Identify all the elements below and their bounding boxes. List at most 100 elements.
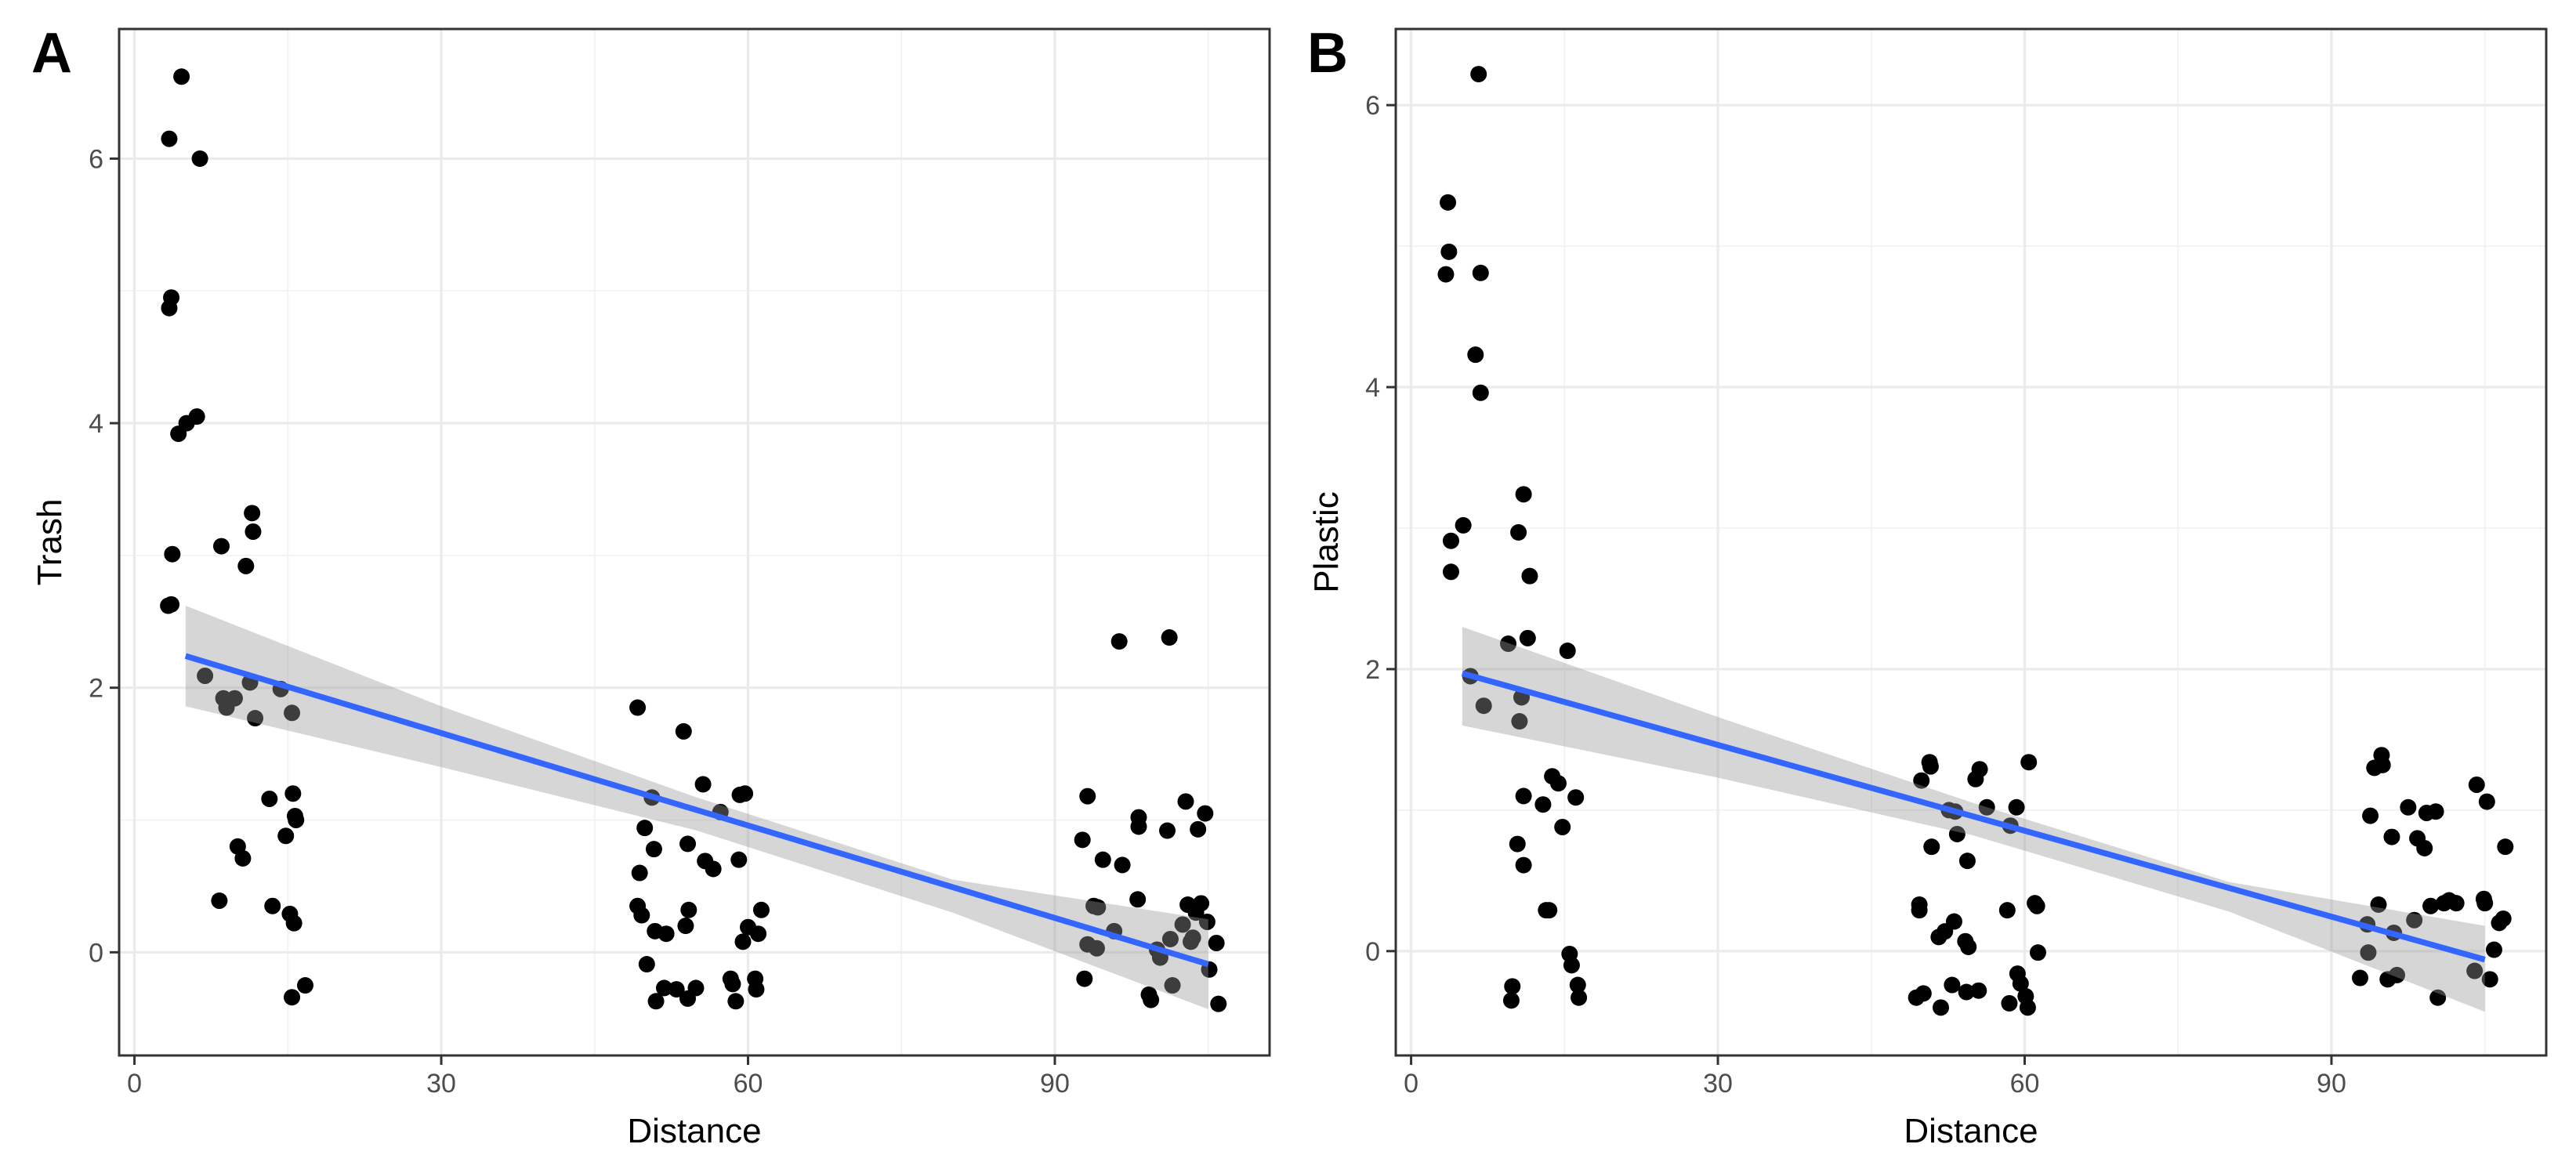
panel-b-data-point [2029, 944, 2046, 961]
panel-b-data-point [1437, 266, 1455, 283]
panel-a-data-point [675, 722, 692, 740]
panel-b-data-point [1500, 635, 1517, 653]
panel-a-data-point [687, 979, 705, 997]
panel-a-data-point [234, 849, 252, 867]
panel-a-data-point [1110, 633, 1128, 650]
panel-a-data-point [247, 710, 264, 727]
panel-b-data-point [2383, 828, 2400, 845]
panel-a-data-point [638, 956, 655, 973]
panel-a-data-point [288, 812, 305, 829]
panel-b-data-point [1971, 761, 1988, 778]
panel-b-points [1437, 66, 2514, 1016]
panel-a-data-point [629, 699, 647, 716]
panel-b-data-point [1933, 999, 1950, 1016]
panel-b-data-point [1440, 243, 1458, 260]
panel-b-data-point [1509, 835, 1526, 853]
panel-a-data-point [1089, 899, 1107, 916]
panel-a-data-point [285, 914, 303, 932]
panel-a-data-point [724, 976, 741, 993]
panel-b-data-point [1541, 902, 1558, 919]
panel-b-data-point [1970, 982, 1987, 999]
panel-b-data-point [2422, 897, 2440, 914]
panel-b-data-point [1911, 902, 1928, 919]
panel-a-data-point [1159, 822, 1176, 839]
panel-b-data-point [1923, 838, 1940, 856]
panel-a-data-point [668, 981, 685, 998]
panel-b-grid [1396, 29, 2546, 1055]
panel-a-data-point [197, 668, 214, 685]
panel-a-data-point [1079, 787, 1096, 805]
panel-a-y-tick-label: 4 [89, 409, 103, 439]
panel-b-data-point [2427, 803, 2444, 820]
panel-a-data-point [163, 596, 180, 613]
panel-b-data-point [1998, 902, 2016, 919]
panel-a-data-point [1208, 935, 1225, 952]
panel-b-data-point [2466, 962, 2484, 979]
panel-a-data-point [237, 557, 255, 574]
panel-b-x-axis-title: Distance [1904, 1112, 2038, 1150]
panel-a-data-point [1114, 856, 1131, 874]
panel-a-x-tick-label: 30 [426, 1069, 456, 1099]
panel-b-label: B [1307, 22, 1348, 85]
panel-b-x-tick-label: 90 [2317, 1069, 2346, 1099]
panel-b-data-point [2478, 793, 2495, 810]
panel-a-x-tick-label: 90 [1040, 1069, 1070, 1099]
panel-a-data-point [173, 68, 190, 85]
panel-a-y-tick-label: 2 [89, 674, 103, 704]
panel-b-data-point [1549, 775, 1567, 792]
panel-b-data-point [1472, 264, 1489, 281]
panel-a-plot-frame [118, 27, 1271, 1057]
panel-b-data-point [1563, 957, 1580, 974]
panel-b-data-point [2416, 839, 2433, 856]
panel-a-data-point [296, 977, 313, 994]
panel-b-y-axis-title: Plastic [1307, 491, 1346, 593]
panel-b-data-point [2497, 838, 2514, 856]
panel-b-data-point [1571, 989, 1588, 1006]
panel-b-data-point [2476, 895, 2494, 912]
panel-b-data-point [1455, 516, 1472, 534]
panel-b-y-tick-label: 0 [1365, 937, 1380, 967]
panel-a-data-point [1210, 995, 1227, 1012]
panel-b-data-point [1467, 346, 1484, 364]
panel-a-data-point [734, 933, 752, 950]
panel-b-data-point [2400, 798, 2417, 816]
panel-b-data-point [1569, 976, 1586, 994]
panel-a-data-point [705, 860, 722, 878]
panel-b-data-point [2370, 896, 2387, 913]
panel-b-data-point [1475, 697, 1492, 715]
panel-b-data-point [1440, 194, 1457, 211]
panel-a-data-point [244, 505, 261, 522]
panel-a-data-point [748, 981, 765, 998]
panel-b-data-point [2374, 756, 2391, 773]
panel-a-data-point [636, 820, 654, 837]
panel-a-data-point [284, 989, 301, 1006]
panel-b-data-point [1521, 567, 1538, 585]
panel-a-data-point [1161, 629, 1178, 646]
panel-a-data-point [1184, 929, 1201, 947]
panel-b-data-point [2019, 999, 2036, 1016]
panel-a-data-point [645, 841, 662, 858]
panel-a-y-tick-label: 0 [89, 938, 103, 968]
panel-a-data-point [752, 901, 770, 918]
panel-b-data-point [2362, 807, 2379, 824]
panel-b-data-point [2352, 969, 2369, 987]
panel-a-data-point [161, 130, 178, 147]
panel-a: A 0 30 60 90 0 2 4 6 Distance Trash [31, 22, 1271, 1150]
panel-a-y-tick-label: 6 [89, 144, 103, 174]
panel-a-label: A [31, 22, 72, 85]
panel-b-data-point [1958, 983, 1975, 1001]
panel-a-data-point [1177, 793, 1194, 810]
panel-a-data-point [161, 299, 178, 317]
panel-b-data-point [2481, 971, 2498, 988]
panel-b-plot-frame [1394, 27, 2548, 1057]
panel-a-data-point [1074, 831, 1091, 849]
panel-a-data-point [188, 408, 205, 425]
panel-a-data-point [737, 785, 754, 802]
panel-b-data-point [1515, 856, 1532, 874]
panel-b-data-point [2429, 989, 2447, 1006]
panel-b-data-point [1559, 643, 1576, 660]
panel-a-ticks: 0 30 60 90 0 2 4 6 [89, 144, 1070, 1099]
panel-a-points [160, 68, 1227, 1012]
panel-b-data-point [1978, 798, 1995, 816]
panel-a-data-point [750, 925, 767, 943]
